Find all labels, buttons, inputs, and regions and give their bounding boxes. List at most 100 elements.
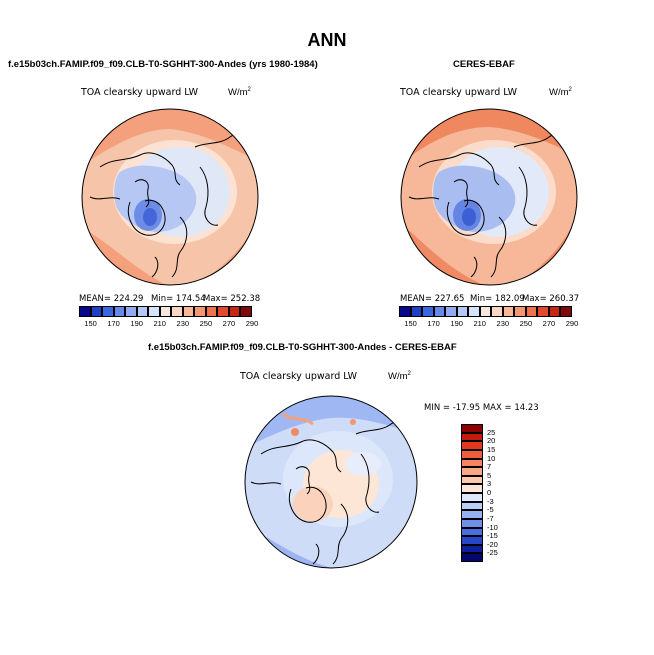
obs-colorbar-labels: 150 170 190 210 230 250 270 290 <box>399 319 578 329</box>
diff-minmax: MIN = -17.95 MAX = 14.23 <box>424 403 539 413</box>
colorbar-tick-label: 250 <box>199 319 213 328</box>
colorbar-swatch <box>461 432 483 442</box>
colorbar-swatch <box>479 306 492 317</box>
colorbar-tick-label: 20 <box>487 436 496 446</box>
obs-min: Min= 182.09 <box>470 294 525 304</box>
colorbar-swatch <box>113 306 126 317</box>
colorbar-swatch <box>491 306 503 317</box>
colorbar-swatch <box>461 544 483 554</box>
diff-colorbar-labels: 25 20 15 10 7 5 3 0 -3 -5 -7 -10 -15 -20 -25 <box>487 424 517 562</box>
colorbar-tick-label: 270 <box>222 319 236 328</box>
colorbar-tick-label: 3 <box>487 479 492 489</box>
colorbar-swatch <box>159 306 172 317</box>
colorbar-swatch <box>445 306 457 317</box>
colorbar-swatch <box>461 458 483 468</box>
obs-variable-label: TOA clearsky upward LW <box>400 87 518 98</box>
colorbar-swatch <box>461 510 483 519</box>
colorbar-swatch <box>514 306 526 317</box>
colorbar-swatch <box>433 306 446 317</box>
model-max: Max= 252.38 <box>203 294 261 304</box>
colorbar-swatch <box>461 527 483 537</box>
colorbar-swatch <box>205 306 218 317</box>
model-colorbar <box>79 306 252 317</box>
colorbar-swatch <box>461 424 483 433</box>
colorbar-tick-label: -10 <box>487 522 498 532</box>
colorbar-tick-label: -5 <box>487 505 494 515</box>
colorbar-swatch <box>537 306 549 317</box>
colorbar-tick-label: 250 <box>519 319 533 328</box>
colorbar-tick-label: 7 <box>487 462 492 472</box>
colorbar-swatch <box>217 306 229 317</box>
colorbar-swatch <box>136 306 149 317</box>
colorbar-tick-label: 150 <box>84 319 97 328</box>
colorbar-tick-label: 25 <box>487 427 496 437</box>
colorbar-tick-label: 210 <box>153 319 166 328</box>
model-colorbar-labels: 150 170 190 210 230 250 270 290 <box>79 319 258 329</box>
colorbar-swatch <box>461 475 483 485</box>
diff-variable-label: TOA clearsky upward LW <box>240 371 358 382</box>
colorbar-swatch <box>468 306 480 317</box>
colorbar-tick-label: 10 <box>487 453 496 463</box>
model-variable-label: TOA clearsky upward LW <box>81 87 199 98</box>
colorbar-swatch <box>410 306 423 317</box>
colorbar-swatch <box>525 306 538 317</box>
colorbar-swatch <box>461 553 483 562</box>
colorbar-swatch <box>461 467 483 476</box>
colorbar-tick-label: 230 <box>176 319 190 328</box>
obs-mean: MEAN= 227.65 <box>400 294 465 304</box>
colorbar-swatch <box>228 306 241 317</box>
colorbar-swatch <box>125 306 137 317</box>
colorbar-tick-label: -3 <box>487 496 494 506</box>
colorbar-swatch <box>502 306 515 317</box>
colorbar-tick-label: -15 <box>487 531 498 541</box>
colorbar-tick-label: 190 <box>130 319 143 328</box>
colorbar-tick-label: 290 <box>565 319 579 328</box>
colorbar-tick-label: -20 <box>487 539 498 549</box>
model-units-label: W/m2 <box>228 87 251 99</box>
colorbar-swatch <box>102 306 114 317</box>
colorbar-swatch <box>148 306 160 317</box>
obs-colorbar <box>399 306 572 317</box>
colorbar-tick-label: 15 <box>487 444 496 454</box>
colorbar-swatch <box>461 536 483 545</box>
page-title: ANN <box>307 30 347 50</box>
colorbar-tick-label: -7 <box>487 513 494 523</box>
colorbar-swatch <box>560 306 572 317</box>
colorbar-tick-label: 210 <box>473 319 486 328</box>
obs-max: Max= 260.37 <box>522 294 580 304</box>
obs-units-label: W/m2 <box>549 87 572 99</box>
colorbar-tick-label: 230 <box>496 319 510 328</box>
colorbar-tick-label: 190 <box>450 319 463 328</box>
colorbar-swatch <box>240 306 252 317</box>
model-mean: MEAN= 224.29 <box>79 294 144 304</box>
colorbar-swatch <box>90 306 103 317</box>
colorbar-tick-label: 270 <box>542 319 556 328</box>
colorbar-tick-label: 290 <box>245 319 259 328</box>
colorbar-swatch <box>182 306 195 317</box>
colorbar-swatch <box>461 518 483 528</box>
colorbar-tick-label: -25 <box>487 548 498 558</box>
colorbar-tick-label: 5 <box>487 470 492 480</box>
colorbar-swatch <box>194 306 206 317</box>
colorbar-swatch <box>548 306 561 317</box>
colorbar-tick-label: 0 <box>487 488 492 497</box>
colorbar-tick-label: 150 <box>404 319 417 328</box>
obs-panel-title: CERES-EBAF <box>453 59 515 70</box>
colorbar-swatch <box>456 306 469 317</box>
model-min: Min= 174.54 <box>151 294 206 304</box>
model-panel-title: f.e15b03ch.FAMIP.f09_f09.CLB-T0-SGHHT-30… <box>8 59 318 70</box>
diff-polar-map <box>244 395 418 569</box>
colorbar-swatch <box>422 306 434 317</box>
diff-units-label: W/m2 <box>388 371 411 383</box>
colorbar-swatch <box>461 449 483 459</box>
colorbar-swatch <box>461 484 483 493</box>
colorbar-swatch <box>399 306 411 317</box>
colorbar-tick-label: 170 <box>107 319 120 328</box>
colorbar-swatch <box>79 306 91 317</box>
diff-colorbar <box>461 424 483 562</box>
colorbar-swatch <box>461 501 483 511</box>
colorbar-swatch <box>461 441 483 450</box>
colorbar-swatch <box>171 306 183 317</box>
obs-polar-map <box>400 108 578 286</box>
diff-panel-title: f.e15b03ch.FAMIP.f09_f09.CLB-T0-SGHHT-30… <box>148 342 457 353</box>
